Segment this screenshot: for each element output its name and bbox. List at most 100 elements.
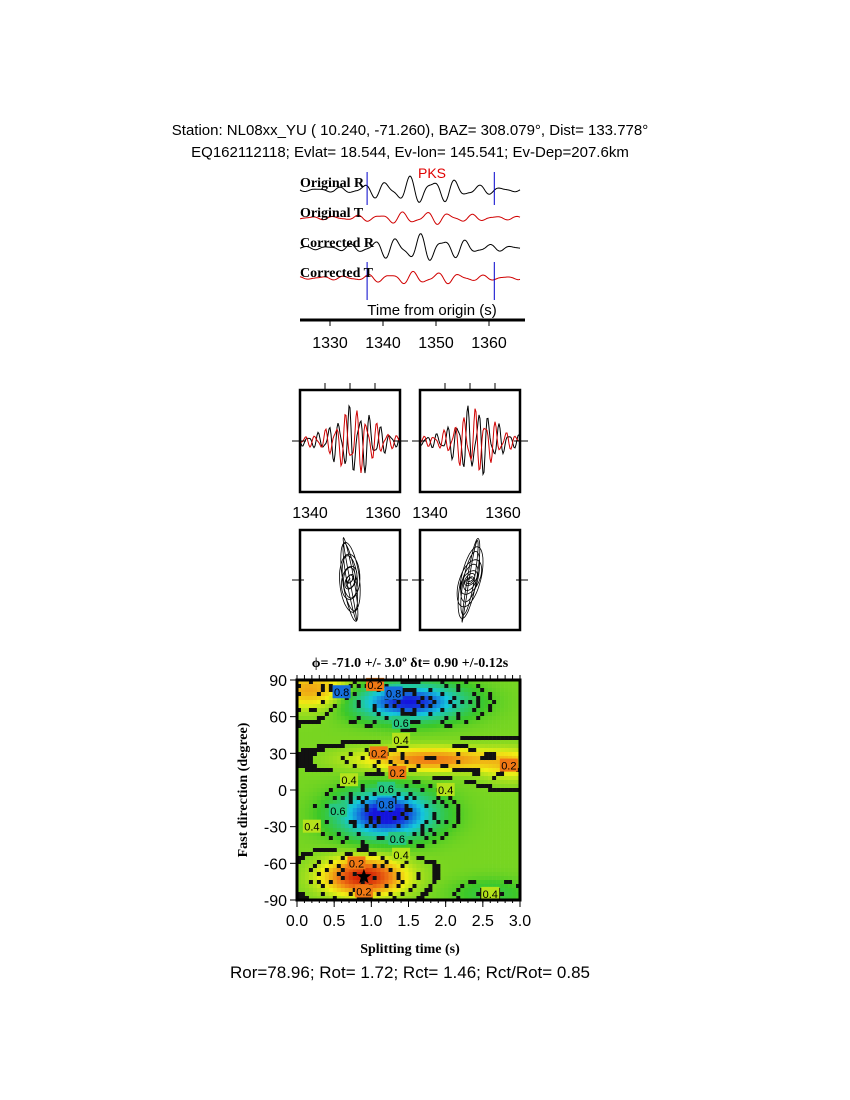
contour-cell — [448, 880, 453, 885]
contour-cell — [452, 772, 457, 777]
contour-cell — [412, 784, 417, 789]
contour-cell — [356, 876, 362, 881]
contour-cell — [480, 880, 485, 885]
contour-cell — [508, 888, 513, 893]
contour-cell — [464, 856, 469, 861]
contour-cell — [452, 872, 457, 877]
contour-cell — [364, 724, 369, 729]
contour-cell — [492, 844, 497, 849]
contour-cell — [516, 856, 521, 861]
contour-cell — [416, 788, 421, 793]
contour-cell — [432, 892, 437, 897]
contour-cell — [412, 836, 417, 841]
contour-cell — [428, 768, 433, 773]
contour-cell — [480, 704, 485, 709]
contour-cell — [408, 756, 413, 761]
contour-cell — [384, 816, 389, 821]
contour-cell — [372, 716, 377, 721]
contour-cell — [340, 844, 346, 849]
contour-cell — [312, 800, 318, 805]
contour-cell — [416, 704, 421, 709]
contour-cell — [328, 816, 334, 821]
contour-cell — [332, 712, 338, 717]
contour-cell — [400, 780, 405, 785]
contour-cell — [344, 872, 350, 877]
contour-cell — [404, 872, 409, 877]
contour-cell — [316, 832, 322, 837]
contour-cell — [476, 744, 481, 749]
contour-cell — [316, 868, 322, 873]
contour-cell — [496, 764, 501, 769]
contour-cell — [516, 692, 521, 697]
contour-cell — [348, 884, 354, 889]
contour-cell — [332, 872, 338, 877]
contour-cell — [356, 788, 362, 793]
contour-cell — [512, 812, 517, 817]
contour-cell — [388, 820, 393, 825]
contour-cell — [340, 712, 346, 717]
contour-cell — [380, 760, 385, 765]
contour-cell — [444, 860, 449, 865]
contour-cell — [484, 696, 489, 701]
contour-cell — [332, 720, 338, 725]
contour-cell — [488, 756, 493, 761]
contour-cell — [408, 764, 413, 769]
contour-cell — [304, 700, 310, 705]
contour-cell — [436, 696, 441, 701]
contour-cell — [368, 800, 373, 805]
contour-cell — [464, 732, 469, 737]
contour-cell — [492, 768, 497, 773]
contour-cell — [440, 872, 445, 877]
contour-cell — [404, 876, 409, 881]
contour-cell — [428, 752, 433, 757]
contour-cell — [312, 788, 318, 793]
contour-cell — [456, 828, 461, 833]
contour-cell — [396, 752, 401, 757]
contour-cell — [388, 744, 393, 749]
contour-cell — [372, 720, 377, 725]
contour-cell — [376, 860, 381, 865]
contour-cell — [428, 692, 433, 697]
contour-cell — [372, 816, 377, 821]
corrected-waveform-panel: 1340 1360 — [412, 383, 528, 522]
contour-cell — [360, 744, 365, 749]
contour-cell — [468, 896, 473, 901]
contour-cell — [456, 696, 461, 701]
contour-cell — [420, 760, 425, 765]
contour-cell — [304, 708, 310, 713]
contour-cell — [416, 896, 421, 901]
contour-cell — [444, 680, 449, 685]
contour-cell — [356, 704, 362, 709]
contour-cell — [424, 780, 429, 785]
contour-cell — [388, 884, 393, 889]
contour-cell — [408, 744, 413, 749]
contour-cell — [352, 732, 358, 737]
contour-cell — [444, 872, 449, 877]
contour-cell — [508, 744, 513, 749]
contour-cell — [336, 768, 342, 773]
best-fit-star-icon — [356, 868, 372, 884]
contour-cell — [404, 704, 409, 709]
contour-cell — [460, 692, 465, 697]
contour-cell — [324, 832, 330, 837]
contour-cell — [364, 840, 369, 845]
contour-cell — [336, 780, 342, 785]
contour-cell — [320, 684, 326, 689]
contour-cell — [372, 712, 377, 717]
contour-cell — [304, 784, 310, 789]
contour-cell — [512, 804, 517, 809]
contour-cell — [444, 716, 449, 721]
contour-cell — [464, 792, 469, 797]
contour-cell — [356, 804, 362, 809]
contour-cell — [508, 800, 513, 805]
contour-cell — [300, 812, 306, 817]
contour-cell — [360, 752, 365, 757]
contour-cell — [440, 896, 445, 901]
contour-cell — [452, 748, 457, 753]
contour-cell — [297, 816, 302, 821]
contour-cell — [300, 680, 306, 685]
contour-cell — [500, 892, 505, 897]
contour-cell — [432, 724, 437, 729]
contour-cell — [428, 716, 433, 721]
contour-cell — [444, 752, 449, 757]
